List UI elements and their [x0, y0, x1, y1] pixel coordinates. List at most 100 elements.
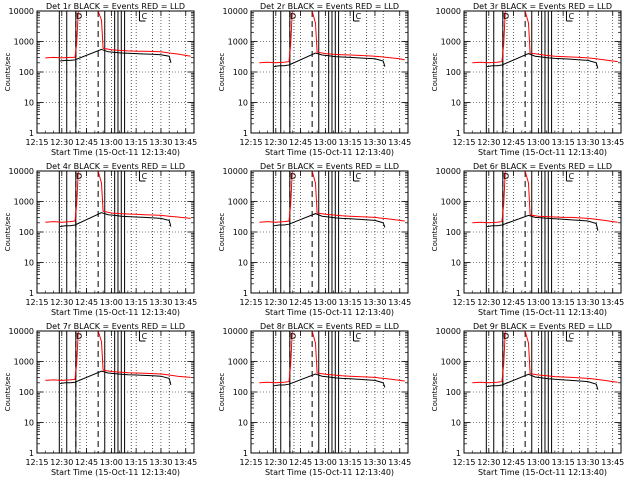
x-tick-label: 13:15: [339, 458, 362, 467]
x-tick-label: 13:45: [388, 298, 411, 307]
y-tick-label: 1000: [14, 358, 34, 367]
y-tick-label: 1000: [228, 38, 248, 47]
annotation-letter: C: [142, 172, 148, 181]
x-axis-label: Start Time (15-Oct-11 12:13:40): [478, 148, 607, 157]
y-tick-label: 10: [24, 259, 34, 268]
panel-title: Det 9r BLACK = Events RED = LLD: [473, 322, 612, 331]
x-tick-label: 12:15: [25, 458, 48, 467]
events-series-line: [487, 53, 599, 69]
x-tick-label: 12:45: [289, 298, 312, 307]
lld-series-line: [472, 171, 618, 224]
events-series-line: [487, 373, 599, 390]
panel-title: Det 4r BLACK = Events RED = LLD: [46, 162, 185, 171]
y-tick-label: 10000: [9, 167, 34, 176]
x-tick-label: 13:00: [100, 298, 123, 307]
events-series-line: [60, 48, 172, 63]
x-tick-label: 13:15: [125, 458, 148, 467]
x-tick-label: 13:15: [125, 138, 148, 147]
y-tick-label: 10000: [436, 327, 461, 336]
annotation-letter: C: [569, 332, 575, 341]
detector-panel-9: D C 12:15 12:30 12:45 13:00 13:15 13:30 13:45 1 10…: [431, 322, 624, 477]
x-tick-label: 13:45: [174, 298, 197, 307]
events-series-line: [274, 213, 386, 228]
y-axis-label: Counts/sec: [218, 373, 226, 412]
x-tick-label: 13:45: [174, 458, 197, 467]
x-tick-label: 12:30: [50, 458, 73, 467]
y-axis-label: Counts/sec: [4, 373, 12, 412]
y-tick-label: 1: [29, 129, 34, 138]
x-tick-label: 13:15: [125, 298, 148, 307]
annotation-letter: C: [569, 172, 575, 181]
y-tick-label: 10000: [223, 327, 248, 336]
x-tick-label: 12:15: [239, 298, 262, 307]
events-series-line: [60, 212, 172, 228]
y-tick-label: 1: [456, 129, 461, 138]
x-tick-label: 12:45: [502, 138, 525, 147]
x-tick-label: 13:00: [527, 458, 550, 467]
x-tick-label: 12:15: [239, 458, 262, 467]
detector-panel-1: D C 12:15 12:30 12:45 13:00 13:15 13:30 13:45 1 10…: [4, 2, 197, 157]
x-tick-label: 12:45: [502, 298, 525, 307]
x-tick-label: 12:30: [50, 138, 73, 147]
lld-series-line: [45, 331, 191, 381]
events-series-line: [274, 52, 386, 68]
y-tick-label: 100: [233, 228, 248, 237]
plot-frame: [250, 330, 409, 454]
lld-series-line: [472, 331, 618, 384]
x-tick-label: 12:30: [264, 458, 287, 467]
y-tick-label: 1000: [228, 198, 248, 207]
y-axis-label: Counts/sec: [431, 373, 439, 412]
x-tick-label: 12:15: [452, 458, 475, 467]
plot-frame: [36, 170, 195, 294]
y-tick-label: 100: [446, 68, 461, 77]
x-tick-label: 12:30: [264, 298, 287, 307]
y-tick-label: 10000: [9, 7, 34, 16]
y-tick-label: 1: [243, 129, 248, 138]
x-tick-label: 13:30: [149, 138, 172, 147]
panel-title: Det 2r BLACK = Events RED = LLD: [260, 2, 399, 11]
x-tick-label: 12:15: [452, 298, 475, 307]
y-tick-label: 100: [19, 228, 34, 237]
y-tick-label: 1000: [441, 358, 461, 367]
plot-frame: [36, 330, 195, 454]
plot-frame: [36, 10, 195, 134]
x-tick-label: 12:30: [50, 298, 73, 307]
detector-panel-7: D C 12:15 12:30 12:45 13:00 13:15 13:30 13:45 1 10…: [4, 322, 197, 477]
y-axis-label: Counts/sec: [4, 213, 12, 252]
y-tick-label: 10: [24, 419, 34, 428]
y-tick-label: 10: [451, 259, 461, 268]
y-tick-label: 10: [24, 99, 34, 108]
x-tick-label: 13:30: [149, 298, 172, 307]
y-tick-label: 1: [243, 449, 248, 458]
x-axis-label: Start Time (15-Oct-11 12:13:40): [265, 148, 394, 157]
panel-title: Det 3r BLACK = Events RED = LLD: [473, 2, 612, 11]
x-tick-label: 12:15: [25, 138, 48, 147]
x-tick-label: 12:15: [239, 138, 262, 147]
y-tick-label: 1000: [441, 198, 461, 207]
y-tick-label: 100: [446, 228, 461, 237]
panel-title: Det 1r BLACK = Events RED = LLD: [46, 2, 185, 11]
x-tick-label: 13:15: [339, 298, 362, 307]
x-tick-label: 13:45: [388, 138, 411, 147]
detector-panel-3: D C 12:15 12:30 12:45 13:00 13:15 13:30 13:45 1 10…: [431, 2, 624, 157]
panel-title: Det 7r BLACK = Events RED = LLD: [46, 322, 185, 331]
x-axis-label: Start Time (15-Oct-11 12:13:40): [478, 468, 607, 477]
y-tick-label: 100: [233, 388, 248, 397]
y-tick-label: 10: [238, 259, 248, 268]
plot-frame: [463, 330, 622, 454]
lld-series-line: [259, 171, 405, 223]
y-tick-label: 1: [243, 289, 248, 298]
y-tick-label: 1000: [14, 38, 34, 47]
x-tick-label: 12:30: [264, 138, 287, 147]
y-axis-label: Counts/sec: [218, 53, 226, 92]
detector-panel-2: D C 12:15 12:30 12:45 13:00 13:15 13:30 13:45 1 10…: [218, 2, 411, 157]
plot-frame: [463, 10, 622, 134]
x-tick-label: 13:00: [100, 138, 123, 147]
y-tick-label: 1: [456, 289, 461, 298]
annotation-letter: D: [290, 172, 296, 181]
events-series-line: [274, 373, 386, 388]
x-tick-label: 13:45: [601, 298, 624, 307]
plot-frame: [463, 170, 622, 294]
events-series-line: [60, 370, 172, 386]
